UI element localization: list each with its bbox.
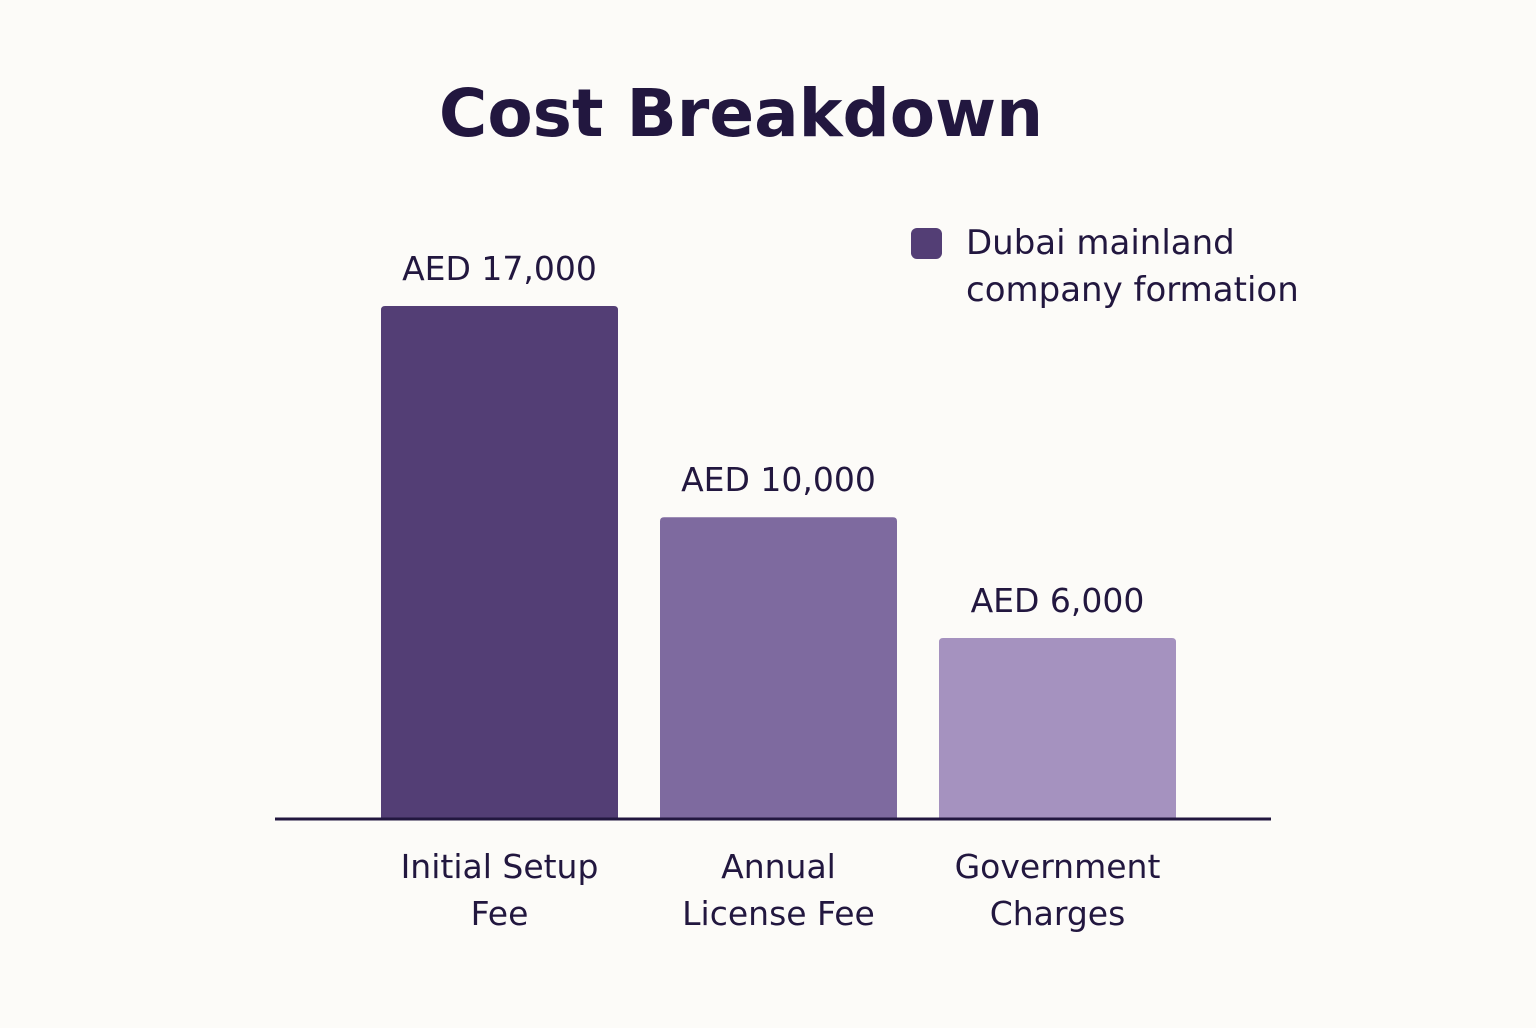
chart-title: Cost Breakdown: [439, 75, 1043, 152]
category-label-line: Government: [955, 847, 1161, 886]
category-label-1: Annual License Fee: [682, 847, 875, 933]
bars-layer: [381, 306, 1176, 819]
legend-label: Dubai mainland company formation: [966, 223, 1299, 310]
bar-value-label-1: AED 10,000: [681, 460, 876, 499]
legend-label-line: company formation: [966, 270, 1299, 310]
category-label-line: Initial Setup: [401, 847, 599, 886]
legend-label-line: Dubai mainland: [966, 223, 1235, 263]
category-label-line: Charges: [990, 894, 1126, 933]
bar-value-label-0: AED 17,000: [402, 249, 597, 288]
legend-swatch: [911, 228, 942, 259]
value-labels-layer: AED 17,000 AED 10,000 AED 6,000: [402, 249, 1144, 620]
bar-0: [381, 306, 618, 819]
bar-value-label-2: AED 6,000: [971, 581, 1145, 620]
legend: Dubai mainland company formation: [911, 223, 1299, 310]
category-label-line: Fee: [471, 894, 529, 933]
category-label-line: Annual: [721, 847, 836, 886]
category-label-2: Government Charges: [955, 847, 1161, 933]
bar-2: [939, 637, 1176, 819]
category-label-0: Initial Setup Fee: [401, 847, 599, 933]
category-label-line: License Fee: [682, 894, 875, 933]
bar-1: [660, 517, 897, 819]
category-labels-layer: Initial Setup Fee Annual License Fee Governm…: [401, 847, 1161, 933]
